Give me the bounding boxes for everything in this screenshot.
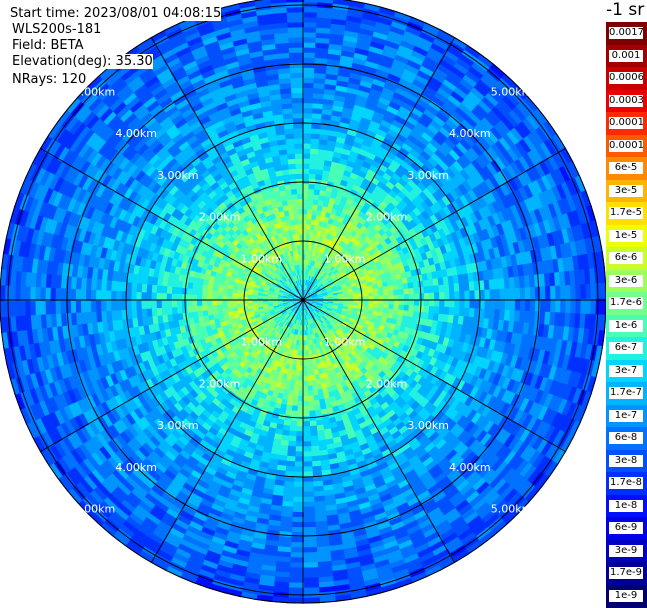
range-gate-cell <box>298 214 303 220</box>
range-gate-cell <box>151 299 157 308</box>
range-gate-cell <box>292 97 304 103</box>
range-gate-cell <box>176 300 182 308</box>
range-gate-cell <box>444 292 450 301</box>
range-gate-cell <box>302 103 314 109</box>
range-gate-cell <box>419 293 425 300</box>
range-gate-cell <box>303 401 309 407</box>
range-gate-cell <box>136 299 142 309</box>
range-gate-cell <box>294 133 304 139</box>
range-gate-cell <box>298 204 304 210</box>
range-gate-cell <box>186 300 192 307</box>
range-gate-cell <box>302 502 315 508</box>
range-gate-cell <box>292 492 304 498</box>
range-gate-cell <box>409 294 415 301</box>
range-gate-cell <box>294 138 304 144</box>
range-gate-cell <box>404 294 410 300</box>
range-gate-cell <box>495 289 501 301</box>
range-gate-cell <box>500 289 506 301</box>
range-gate-cell <box>429 293 435 301</box>
range-gate-cell <box>434 292 440 300</box>
range-gate-cell <box>302 436 311 442</box>
range-gate-cell <box>490 289 496 301</box>
range-gate-cell <box>293 128 303 134</box>
range-gate-cell <box>302 482 313 488</box>
range-gate-cell <box>303 381 308 387</box>
range-gate-cell <box>485 289 491 300</box>
range-gate-cell <box>505 288 511 301</box>
range-gate-cell <box>196 300 202 306</box>
range-gate-cell <box>294 143 304 149</box>
range-gate-cell <box>171 300 177 308</box>
range-gate-cell <box>303 421 311 427</box>
range-gate-cell <box>302 507 315 513</box>
range-gate-cell <box>303 426 311 432</box>
range-gate-cell <box>100 299 106 311</box>
range-gate-cell <box>302 492 314 498</box>
range-gate-cell <box>302 497 314 503</box>
range-gate-cell <box>161 299 167 308</box>
range-gate-cell <box>296 183 303 189</box>
range-gate-cell <box>106 289 112 301</box>
range-gate-cell <box>439 292 445 301</box>
range-gate-cell <box>303 391 309 397</box>
range-gate-cell <box>295 158 304 164</box>
range-gate-cell <box>111 299 117 311</box>
range-gate-cell <box>146 299 152 309</box>
range-gate-cell <box>296 178 303 184</box>
range-gate-cell <box>302 461 312 467</box>
range-gate-cell <box>394 295 400 301</box>
range-gate-cell <box>449 291 455 300</box>
range-gate-cell <box>295 153 304 159</box>
range-gate-cell <box>131 299 137 309</box>
range-gate-cell <box>297 198 303 204</box>
range-gate-cell <box>116 299 122 310</box>
range-gate-cell <box>303 406 310 412</box>
range-gate-cell <box>302 451 312 457</box>
range-gate-cell <box>297 188 304 194</box>
range-gate-cell <box>292 113 303 119</box>
range-gate-cell <box>302 466 312 472</box>
range-gate-cell <box>296 173 304 179</box>
range-gate-cell <box>156 299 162 308</box>
range-gate-cell <box>302 92 315 98</box>
range-gate-cell <box>291 92 304 98</box>
range-gate-cell <box>191 300 197 307</box>
range-gate-cell <box>292 103 304 109</box>
range-gate-cell <box>95 288 101 301</box>
range-gate-cell <box>399 294 405 300</box>
range-gate-cell <box>296 168 304 174</box>
range-gate-cell <box>510 288 516 301</box>
range-gate-cell <box>181 300 187 307</box>
range-gate-cell <box>505 299 511 312</box>
range-gate-cell <box>303 396 309 402</box>
range-gate-cell <box>464 291 470 301</box>
range-gate-cell <box>302 441 311 447</box>
range-gate-cell <box>207 300 213 306</box>
range-gate-cell <box>303 431 311 437</box>
range-gate-cell <box>141 299 147 309</box>
range-gate-cell <box>303 411 310 417</box>
range-gate-cell <box>217 300 223 305</box>
range-gate-cell <box>302 446 311 452</box>
range-gate-cell <box>201 300 207 306</box>
range-gate-cell <box>106 299 112 311</box>
range-gate-cell <box>297 193 303 199</box>
range-gate-cell <box>459 291 465 301</box>
range-gate-cell <box>495 299 501 311</box>
range-gate-cell <box>292 108 304 114</box>
range-gate-cell <box>414 293 420 300</box>
range-gate-cell <box>424 293 430 301</box>
range-gate-cell <box>291 502 304 508</box>
range-gate-cell <box>303 416 310 422</box>
range-gate-cell <box>294 148 303 154</box>
range-gate-cell <box>295 163 303 169</box>
range-gate-cell <box>454 291 460 301</box>
range-gate-cell <box>166 300 172 308</box>
range-gate-cell <box>302 456 312 462</box>
range-gate-cell <box>302 487 314 493</box>
range-gate-cell <box>469 290 475 300</box>
range-gate-cell <box>384 295 390 300</box>
range-gate-cell <box>95 299 101 312</box>
